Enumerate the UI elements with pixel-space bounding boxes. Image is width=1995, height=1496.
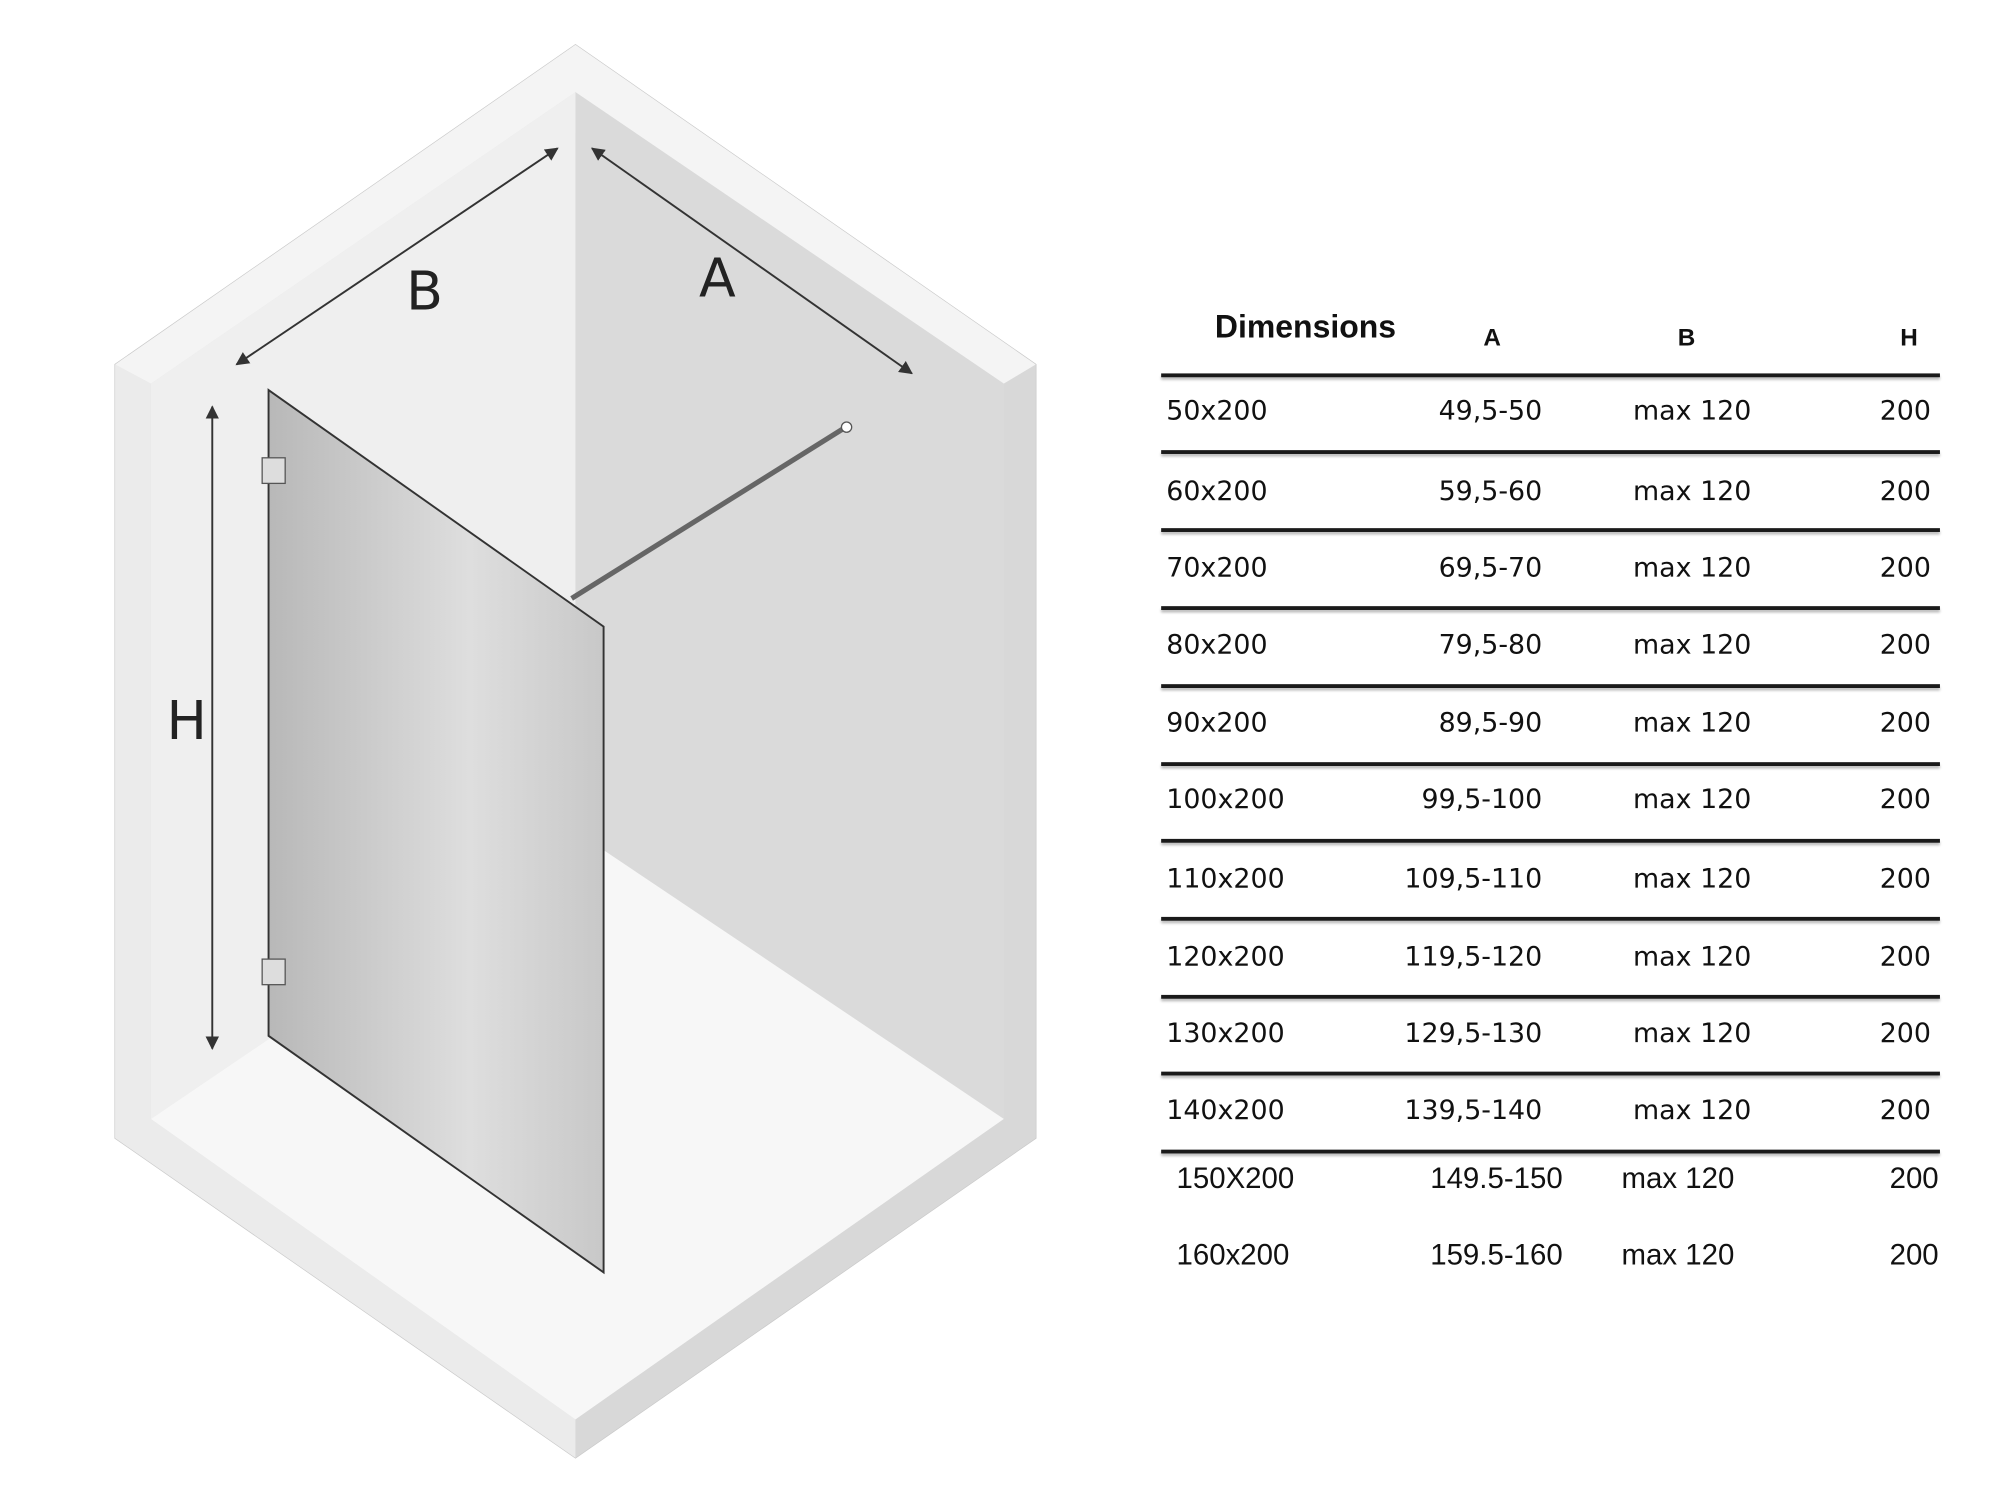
cell-dim: 60x200 [1166, 475, 1268, 507]
cell-dim: 100x200 [1166, 783, 1285, 815]
cell-a: 69,5-70 [1438, 552, 1543, 584]
header-dimensions: Dimensions [1214, 309, 1397, 346]
cell-dim: 50x200 [1166, 395, 1268, 426]
cell-b: max 120 [1633, 629, 1752, 660]
row-divider [1161, 916, 1940, 921]
cell-h: 200 [1879, 552, 1931, 584]
cell-a: 129,5-130 [1404, 1017, 1543, 1049]
cell-h: 200 [1879, 1094, 1931, 1126]
header-a: A [1483, 324, 1501, 352]
row-divider [1161, 684, 1940, 688]
label-b: B [406, 259, 443, 322]
cell-b: max 120 [1633, 395, 1752, 426]
cell-h: 200 [1879, 1017, 1931, 1049]
cell-h: 200 [1879, 863, 1931, 894]
cell-b: max 120 [1633, 1094, 1752, 1126]
cell-dim: 160x200 [1176, 1237, 1290, 1272]
cell-dim: 120x200 [1166, 941, 1285, 972]
row-divider [1161, 528, 1940, 532]
stabilizer-bar [570, 423, 850, 601]
cell-dim: 70x200 [1166, 552, 1268, 584]
cell-b: max 120 [1621, 1237, 1735, 1272]
header-b: B [1677, 324, 1696, 352]
cell-dim: 150X200 [1176, 1161, 1295, 1195]
label-h: H [167, 689, 207, 752]
front-right-face [575, 364, 1036, 1458]
cell-b: max 120 [1633, 707, 1752, 738]
bar-wall-mount [840, 421, 853, 433]
cell-h: 200 [1879, 475, 1931, 507]
row-divider [1161, 1149, 1940, 1154]
row-divider [1161, 838, 1940, 843]
cell-a: 79,5-80 [1438, 629, 1543, 660]
cell-b: max 120 [1633, 783, 1752, 815]
cell-dim: 130x200 [1166, 1017, 1285, 1049]
cell-h: 200 [1879, 395, 1931, 426]
row-divider [1161, 606, 1940, 610]
row-divider [1161, 994, 1940, 999]
cell-a: 139,5-140 [1404, 1094, 1543, 1126]
cell-dim: 90x200 [1166, 707, 1268, 738]
cell-h: 200 [1879, 783, 1931, 815]
cell-b: max 120 [1621, 1161, 1735, 1195]
dimension-arrow-b [235, 147, 559, 366]
row-divider [1161, 762, 1940, 767]
hinge-bottom [261, 958, 286, 986]
glass-panel [267, 388, 605, 1275]
cell-h: 200 [1879, 941, 1931, 972]
cell-h: 200 [1879, 707, 1931, 738]
row-divider [1161, 373, 1940, 378]
cell-b: max 120 [1633, 941, 1752, 972]
cell-a: 49,5-50 [1438, 395, 1543, 426]
cell-a: 89,5-90 [1438, 707, 1543, 738]
cell-b: max 120 [1633, 863, 1752, 894]
cell-dim: 80x200 [1166, 629, 1268, 660]
cell-a: 99,5-100 [1421, 783, 1543, 815]
cell-h: 200 [1889, 1237, 1939, 1272]
row-divider [1161, 1071, 1940, 1076]
cell-a: 109,5-110 [1404, 863, 1543, 894]
cell-a: 149.5-150 [1430, 1161, 1563, 1195]
label-a: A [699, 247, 736, 310]
front-left-face [115, 364, 576, 1458]
cell-h: 200 [1879, 629, 1931, 660]
cell-h: 200 [1889, 1161, 1939, 1195]
cell-dim: 140x200 [1166, 1094, 1285, 1126]
header-h: H [1900, 324, 1918, 352]
cell-b: max 120 [1633, 1017, 1752, 1049]
cell-b: max 120 [1633, 475, 1752, 507]
hinge-top [261, 457, 286, 485]
cell-b: max 120 [1633, 552, 1752, 584]
dimension-arrow-a [590, 147, 913, 375]
cell-a: 119,5-120 [1404, 941, 1543, 972]
row-divider [1161, 450, 1940, 454]
cell-a: 59,5-60 [1438, 475, 1543, 507]
cell-dim: 110x200 [1166, 863, 1285, 894]
cell-a: 159.5-160 [1430, 1237, 1563, 1272]
